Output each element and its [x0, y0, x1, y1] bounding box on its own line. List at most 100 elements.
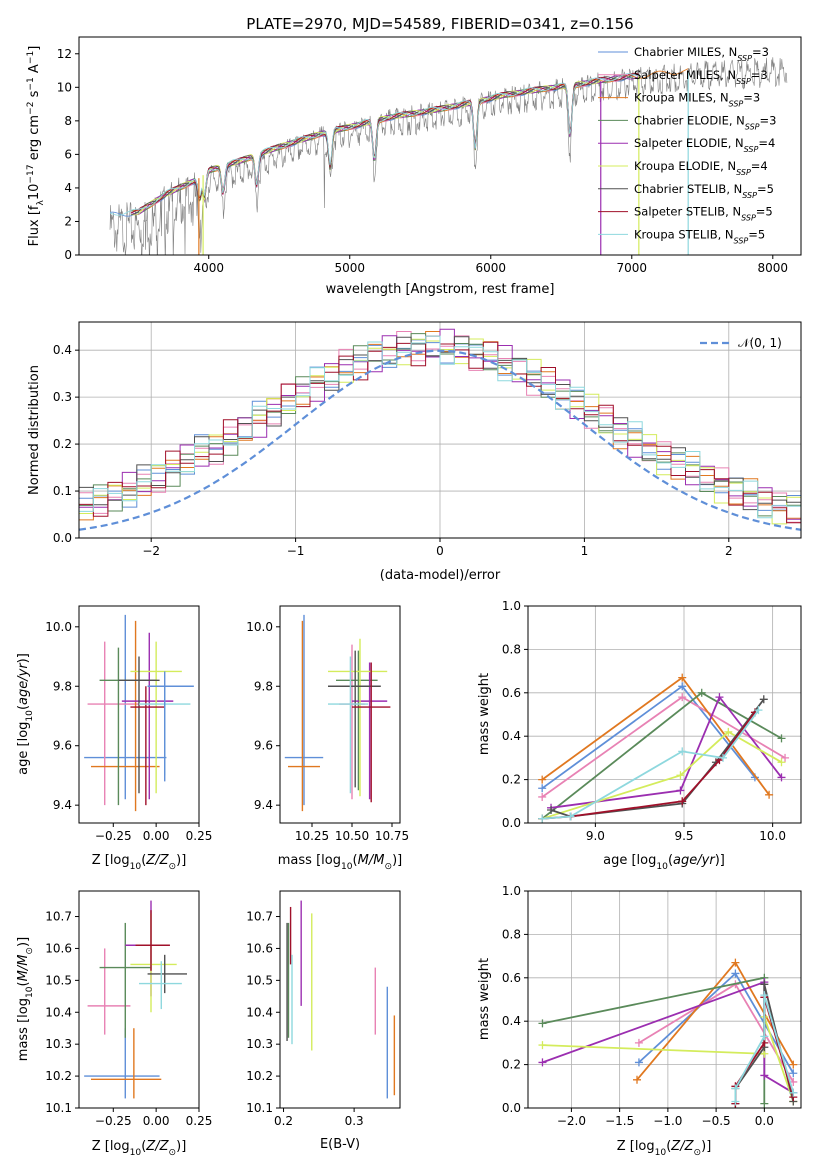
y-tick-label: 12 — [57, 47, 72, 61]
label-part: ( — [141, 853, 146, 868]
x-tick-label: −1 — [287, 544, 305, 558]
x-axis-label: (data-model)/error — [380, 568, 501, 583]
label-part: 10 — [341, 862, 353, 872]
weight-line-kroupa-elodie — [541, 730, 782, 820]
x-tick-label: 0.25 — [186, 1114, 213, 1128]
weight-marker — [724, 727, 733, 736]
x-tick-label: 0.25 — [186, 829, 213, 843]
weight-vs-metallicity-panel: −2.0 −1.5 −1.0 −0.5 0.0 0.0 0.2 0.4 0.6 0.8 1.0 Z [… — [477, 884, 802, 1158]
legend-nssp: =5 — [757, 182, 774, 196]
legend-label: 𝒩(0, 1) — [738, 336, 782, 350]
weight-marker — [634, 1058, 643, 1067]
legend-model-name: Chabrier MILES, N — [634, 45, 737, 59]
y-axis-label: mass [log10(M/M⊙)] — [16, 937, 35, 1061]
y-tick-label: 0.3 — [53, 390, 72, 404]
label-part: Z [log — [617, 1139, 655, 1154]
weight-marker — [789, 1069, 798, 1078]
figure-title: PLATE=2970, MJD=54589, FIBERID=0341, z=0… — [246, 15, 633, 33]
y-tick-label: 1.0 — [502, 599, 521, 613]
y-axis-label: mass weight — [477, 673, 492, 755]
legend-subscript: SSP — [744, 145, 759, 154]
plot-area — [79, 328, 801, 531]
legend-model-name: Chabrier ELODIE, N — [634, 113, 745, 127]
legend-nssp: =4 — [758, 136, 775, 150]
y-tick-label: 0.0 — [53, 531, 72, 545]
x-tick-label: −2.0 — [557, 1114, 586, 1128]
label-part: )] — [392, 853, 402, 868]
label-part: Z/Z — [145, 853, 169, 868]
y-tick-label: 0.2 — [53, 437, 72, 451]
axes-frame — [78, 890, 200, 1109]
weight-marker — [676, 771, 685, 780]
y-tick-label: 10.5 — [45, 973, 72, 987]
label-part: ⊙ — [384, 862, 392, 872]
label-part: ( — [16, 705, 31, 710]
weight-marker — [719, 753, 727, 762]
label-part: ( — [16, 981, 31, 986]
label-part: ] — [27, 46, 42, 51]
x-tick-label: 9.5 — [674, 829, 693, 843]
label-part: ( — [141, 1139, 146, 1154]
label-part: Z/Z — [670, 1139, 694, 1154]
age-vs-mass-panel: 10.25 10.50 10.75 9.4 9.6 9.8 10.0 mass [log10(… — [246, 605, 409, 872]
y-tick-label: 10.4 — [45, 1005, 72, 1019]
y-tick-label: 0.6 — [502, 971, 521, 985]
legend-label: Kroupa MILES, NSSP=3 — [634, 91, 760, 109]
y-tick-label: 4 — [64, 181, 72, 195]
legend-model-name: Kroupa MILES, N — [634, 91, 729, 105]
y-tick-label: 0.1 — [53, 484, 72, 498]
plot-area — [84, 614, 194, 812]
y-tick-label: 10.6 — [45, 941, 72, 955]
x-axis-label: age [log10(age/yr)] — [603, 853, 725, 872]
y-tick-label: 0.2 — [502, 773, 521, 787]
model-spectrum-chabrier-stelib — [131, 72, 639, 216]
legend-model-name: Kroupa STELIB, N — [634, 227, 734, 241]
label-part: )] — [715, 853, 725, 868]
weight-marker — [633, 1075, 642, 1084]
label-part: ( — [668, 853, 673, 868]
y-tick-label: 10.3 — [45, 1037, 72, 1051]
x-tick-label: 10.75 — [375, 829, 409, 843]
y-tick-label: 10.1 — [246, 1101, 273, 1115]
plot-area — [286, 900, 396, 1099]
label-part: mass [log — [16, 998, 31, 1061]
label-part: age/yr — [673, 853, 716, 868]
label-part: ⊙ — [169, 1148, 177, 1158]
x-tick-label: 0.0 — [755, 1114, 774, 1128]
legend-label: Chabrier MILES, NSSP=3 — [634, 45, 769, 63]
plot-area — [538, 958, 798, 1108]
x-tick-label: 10.50 — [335, 829, 369, 843]
legend-model-name: Chabrier STELIB, N — [634, 182, 742, 196]
weight-line-salpeter-elodie — [550, 695, 783, 809]
legend-label: Salpeter MILES, NSSP=3 — [634, 68, 768, 86]
weight-marker — [760, 991, 769, 1000]
y-tick-label: 0.2 — [502, 1058, 521, 1072]
weight-marker — [760, 1099, 769, 1108]
x-tick-label: 0.3 — [345, 1114, 364, 1128]
legend-model-name: Salpeter STELIB, N — [634, 205, 741, 219]
plot-area — [109, 57, 788, 255]
label-part: M/M — [358, 853, 385, 868]
weight-marker — [538, 1019, 547, 1028]
y-tick-label: 0.4 — [502, 729, 521, 743]
y-tick-label: 2 — [64, 214, 72, 228]
axes-frame — [279, 890, 401, 1109]
x-tick-label: −2 — [142, 544, 160, 558]
y-tick-label: 10.2 — [45, 1069, 72, 1083]
weight-marker — [731, 1084, 740, 1093]
legend-label: Kroupa ELODIE, NSSP=4 — [634, 159, 768, 177]
legend-subscript: SSP — [736, 168, 751, 177]
label-part: 10 — [130, 862, 142, 872]
weight-marker — [731, 969, 740, 978]
y-tick-label: 0.8 — [502, 927, 521, 941]
legend-model-name: Kroupa ELODIE, N — [634, 159, 736, 173]
x-axis-label: Z [log10(Z/Z⊙)] — [92, 853, 187, 872]
label-part: age [log — [16, 722, 31, 775]
model-spectrum-chabrier-miles — [109, 73, 639, 217]
legend-nssp: =3 — [751, 68, 768, 82]
x-tick-label: 8000 — [758, 261, 789, 275]
label-part: M/M — [16, 955, 31, 982]
label-part: ⊙ — [25, 947, 35, 955]
label-part: ⊙ — [169, 862, 177, 872]
